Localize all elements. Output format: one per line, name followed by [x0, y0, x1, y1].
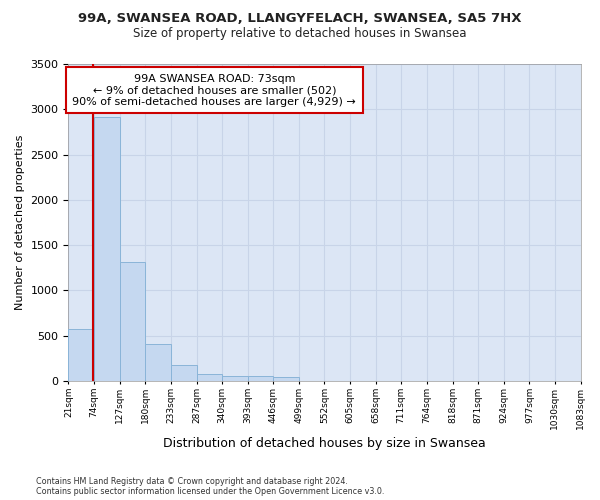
Bar	[68, 330, 94, 381]
Text: 99A, SWANSEA ROAD, LLANGYFELACH, SWANSEA, SA5 7HX: 99A, SWANSEA ROAD, LLANGYFELACH, SWANSEA…	[78, 12, 522, 26]
Text: Contains public sector information licensed under the Open Government Licence v3: Contains public sector information licen…	[36, 487, 385, 496]
Text: Size of property relative to detached houses in Swansea: Size of property relative to detached ho…	[133, 28, 467, 40]
Text: 99A SWANSEA ROAD: 73sqm
← 9% of detached houses are smaller (502)
90% of semi-de: 99A SWANSEA ROAD: 73sqm ← 9% of detached…	[73, 74, 356, 106]
Bar	[248, 376, 274, 381]
Bar	[145, 344, 170, 381]
Bar	[119, 262, 145, 381]
X-axis label: Distribution of detached houses by size in Swansea: Distribution of detached houses by size …	[163, 437, 486, 450]
Bar	[170, 365, 197, 381]
Text: Contains HM Land Registry data © Crown copyright and database right 2024.: Contains HM Land Registry data © Crown c…	[36, 477, 348, 486]
Bar	[197, 374, 222, 381]
Bar	[94, 118, 119, 381]
Bar	[222, 376, 248, 381]
Y-axis label: Number of detached properties: Number of detached properties	[15, 135, 25, 310]
Bar	[274, 378, 299, 381]
